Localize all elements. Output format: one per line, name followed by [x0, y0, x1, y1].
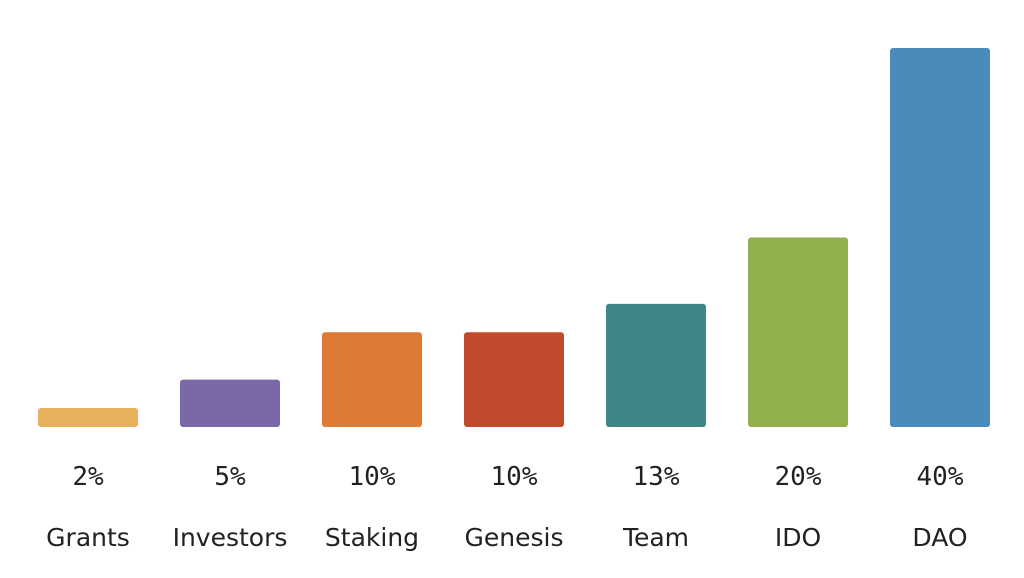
category-label: Staking	[325, 523, 419, 552]
bar	[38, 408, 138, 427]
bar	[890, 48, 990, 427]
value-label: 5%	[214, 462, 246, 492]
category-label: Investors	[173, 523, 288, 552]
bar	[180, 379, 280, 427]
bar	[606, 303, 706, 427]
value-label: 10%	[491, 462, 538, 492]
value-label: 10%	[349, 462, 396, 492]
category-label: Grants	[46, 523, 130, 552]
category-label: DAO	[912, 523, 967, 552]
value-label: 2%	[72, 462, 104, 492]
bar	[322, 332, 422, 427]
category-label: Genesis	[465, 523, 564, 552]
bar	[748, 237, 848, 427]
value-label: 13%	[633, 462, 680, 492]
bar	[464, 332, 564, 427]
category-label: IDO	[775, 523, 821, 552]
value-label: 20%	[775, 462, 822, 492]
value-label: 40%	[917, 462, 964, 492]
category-label: Team	[622, 523, 689, 552]
